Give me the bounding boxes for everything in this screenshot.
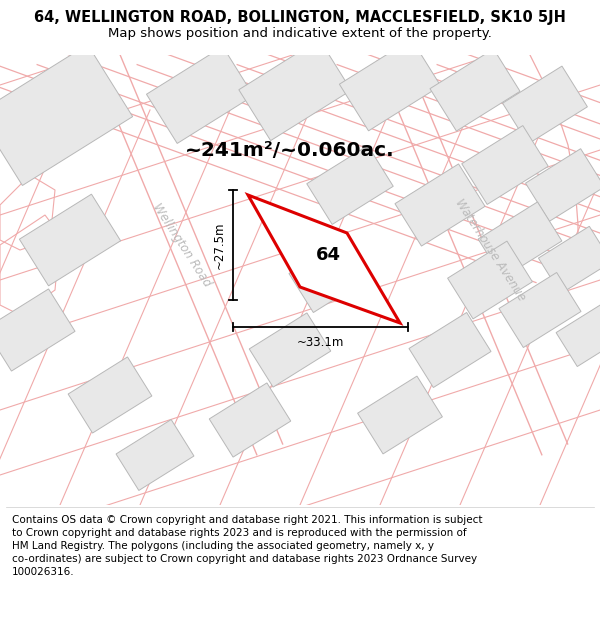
Polygon shape (0, 289, 75, 371)
Polygon shape (462, 126, 548, 204)
Polygon shape (248, 195, 400, 323)
Polygon shape (146, 46, 254, 144)
Polygon shape (448, 241, 532, 319)
Polygon shape (340, 39, 440, 131)
Polygon shape (19, 194, 121, 286)
Polygon shape (430, 49, 520, 131)
Polygon shape (209, 383, 291, 457)
Text: Waterhouse Avenue: Waterhouse Avenue (452, 197, 528, 303)
Polygon shape (116, 419, 194, 491)
Text: ~241m²/~0.060ac.: ~241m²/~0.060ac. (185, 141, 395, 159)
Polygon shape (289, 238, 371, 312)
Text: 64, WELLINGTON ROAD, BOLLINGTON, MACCLESFIELD, SK10 5JH: 64, WELLINGTON ROAD, BOLLINGTON, MACCLES… (34, 10, 566, 25)
Text: 64: 64 (316, 246, 341, 264)
Polygon shape (307, 146, 393, 224)
Text: Wellington Road: Wellington Road (150, 201, 214, 289)
Polygon shape (478, 202, 562, 278)
Text: ~33.1m: ~33.1m (297, 336, 344, 349)
Polygon shape (358, 376, 442, 454)
Text: Map shows position and indicative extent of the property.: Map shows position and indicative extent… (108, 27, 492, 39)
Polygon shape (395, 164, 485, 246)
Polygon shape (239, 39, 351, 141)
Polygon shape (68, 357, 152, 433)
Text: ~27.5m: ~27.5m (212, 221, 226, 269)
Text: Contains OS data © Crown copyright and database right 2021. This information is : Contains OS data © Crown copyright and d… (12, 514, 482, 578)
Polygon shape (0, 44, 133, 186)
Polygon shape (503, 66, 587, 144)
Polygon shape (409, 312, 491, 388)
Polygon shape (526, 149, 600, 221)
Polygon shape (538, 226, 600, 294)
Polygon shape (249, 313, 331, 387)
Polygon shape (499, 272, 581, 348)
Polygon shape (556, 304, 600, 366)
